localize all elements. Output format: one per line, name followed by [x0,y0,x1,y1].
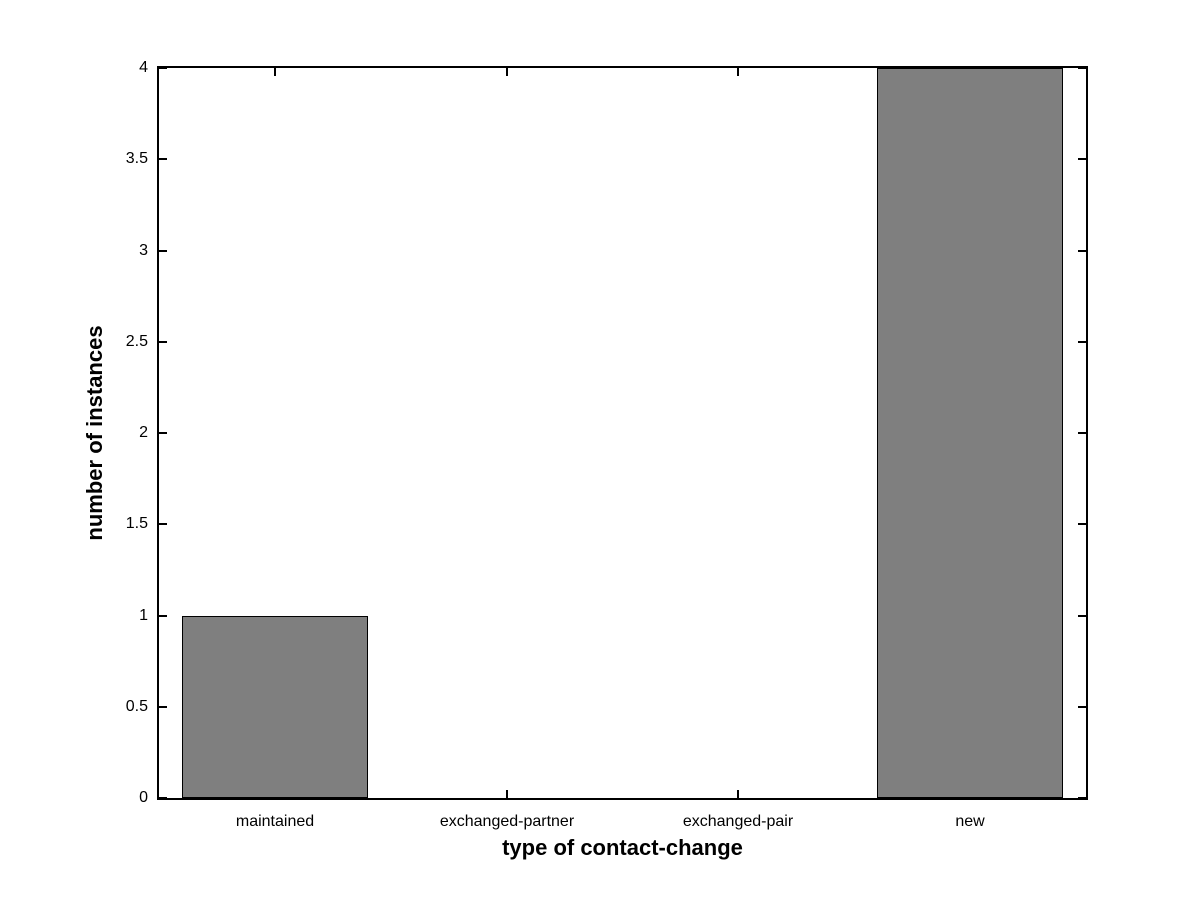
plot-area [157,66,1088,800]
y-tick-right [1078,797,1086,799]
x-tick-label-exchanged-partner: exchanged-partner [439,813,575,830]
y-tick-label: 3 [139,242,148,259]
x-tick-label-maintained: maintained [235,813,315,830]
y-tick-right [1078,615,1086,617]
x-tick-bottom [737,790,739,798]
y-tick-right [1078,432,1086,434]
y-tick-label: 2 [139,424,148,441]
y-tick-label: 2.5 [125,333,148,350]
y-tick-right [1078,341,1086,343]
y-tick-left [159,523,167,525]
y-tick-left [159,432,167,434]
bars-layer [159,68,1086,798]
y-tick-left [159,67,167,69]
x-tick-top [274,68,276,76]
y-tick-left [159,341,167,343]
y-tick-label: 0 [139,789,148,806]
x-axis-label: type of contact-change [502,835,743,860]
y-tick-left [159,615,167,617]
y-tick-left [159,797,167,799]
x-tick-label-new: new [955,813,985,830]
y-tick-right [1078,158,1086,160]
x-tick-top [506,68,508,76]
bar-new [877,68,1063,798]
y-tick-right [1078,706,1086,708]
y-tick-right [1078,67,1086,69]
y-tick-label: 3.5 [125,150,148,167]
y-tick-right [1078,250,1086,252]
y-tick-label: 0.5 [125,698,148,715]
y-tick-right [1078,523,1086,525]
y-tick-left [159,706,167,708]
y-tick-label: 1 [139,607,148,624]
x-tick-label-exchanged-pair: exchanged-pair [682,813,794,830]
x-tick-bottom [506,790,508,798]
y-axis-label: number of instances [82,325,107,541]
y-tick-left [159,158,167,160]
y-tick-label: 4 [139,59,148,76]
y-tick-label: 1.5 [125,515,148,532]
bar-maintained [182,615,368,798]
y-tick-left [159,250,167,252]
x-tick-top [737,68,739,76]
